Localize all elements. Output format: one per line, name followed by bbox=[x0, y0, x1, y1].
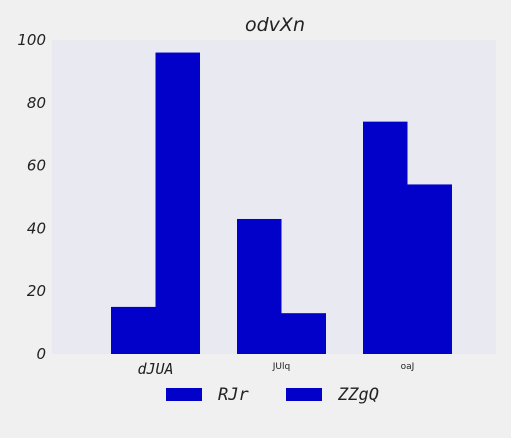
y-tick-label: 60 bbox=[27, 157, 46, 175]
x-axis: dJUA JUlq oaJ bbox=[137, 360, 414, 378]
y-tick-label: 20 bbox=[27, 282, 46, 300]
chart-title: odvXn bbox=[245, 14, 305, 36]
x-tick-label: JUlq bbox=[272, 362, 290, 372]
legend-swatch bbox=[286, 388, 322, 401]
y-tick-label: 80 bbox=[27, 94, 46, 112]
y-tick-label: 40 bbox=[27, 219, 46, 237]
bar-ZZgQ-oaJ bbox=[407, 184, 452, 354]
y-axis: 0 20 40 60 80 100 bbox=[17, 31, 46, 363]
bars bbox=[111, 52, 452, 355]
x-tick-label: dJUA bbox=[137, 360, 173, 378]
bar-RJr-JUlq bbox=[237, 218, 282, 354]
y-tick-label: 0 bbox=[36, 345, 46, 363]
bar-ZZgQ-JUlq bbox=[281, 313, 326, 354]
legend-swatch bbox=[166, 388, 202, 401]
legend: RJr ZZgQ bbox=[166, 385, 379, 405]
bar-ZZgQ-dJUA bbox=[155, 52, 200, 355]
bar-RJr-oaJ bbox=[363, 121, 408, 354]
x-tick-label: oaJ bbox=[401, 362, 415, 372]
y-tick-label: 100 bbox=[17, 31, 46, 49]
legend-label: RJr bbox=[218, 385, 249, 405]
legend-label: ZZgQ bbox=[337, 385, 379, 405]
bar-RJr-dJUA bbox=[111, 306, 156, 354]
